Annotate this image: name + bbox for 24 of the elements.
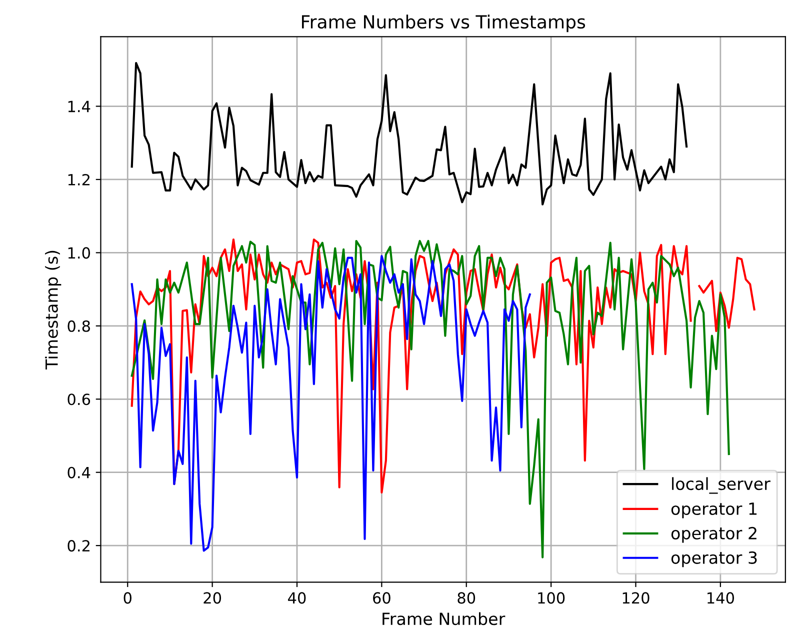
- y-tick-label: 0.6: [68, 394, 90, 406]
- line-series: [130, 62, 688, 206]
- x-tick-label: 0: [124, 592, 132, 604]
- line-series: [130, 254, 531, 552]
- x-tick-label: 60: [373, 592, 390, 604]
- x-tick-label: 40: [288, 592, 306, 604]
- y-tick-label: 0.8: [68, 320, 90, 332]
- y-tick-label: 1.2: [68, 174, 90, 186]
- x-tick-label: 80: [458, 592, 476, 604]
- legend-label: operator 2: [671, 526, 756, 543]
- y-axis-title: Timestamp (s): [45, 250, 62, 370]
- x-tick-label: 100: [538, 592, 565, 604]
- x-axis-title: Frame Number: [382, 612, 506, 626]
- legend-label: operator 3: [671, 551, 757, 568]
- x-tick-label: 140: [708, 592, 734, 604]
- x-tick-label: 120: [622, 592, 650, 604]
- y-tick-label: 1.4: [68, 100, 90, 112]
- y-tick-label: 1.0: [68, 247, 90, 259]
- y-tick-label: 0.2: [68, 540, 90, 552]
- legend-label: local_server: [672, 477, 770, 494]
- chart-title: Frame Numbers vs Timestamps: [302, 14, 586, 32]
- y-tick-label: 0.4: [68, 466, 90, 478]
- legend-label: operator 1: [671, 502, 757, 518]
- x-tick-label: 20: [204, 592, 222, 604]
